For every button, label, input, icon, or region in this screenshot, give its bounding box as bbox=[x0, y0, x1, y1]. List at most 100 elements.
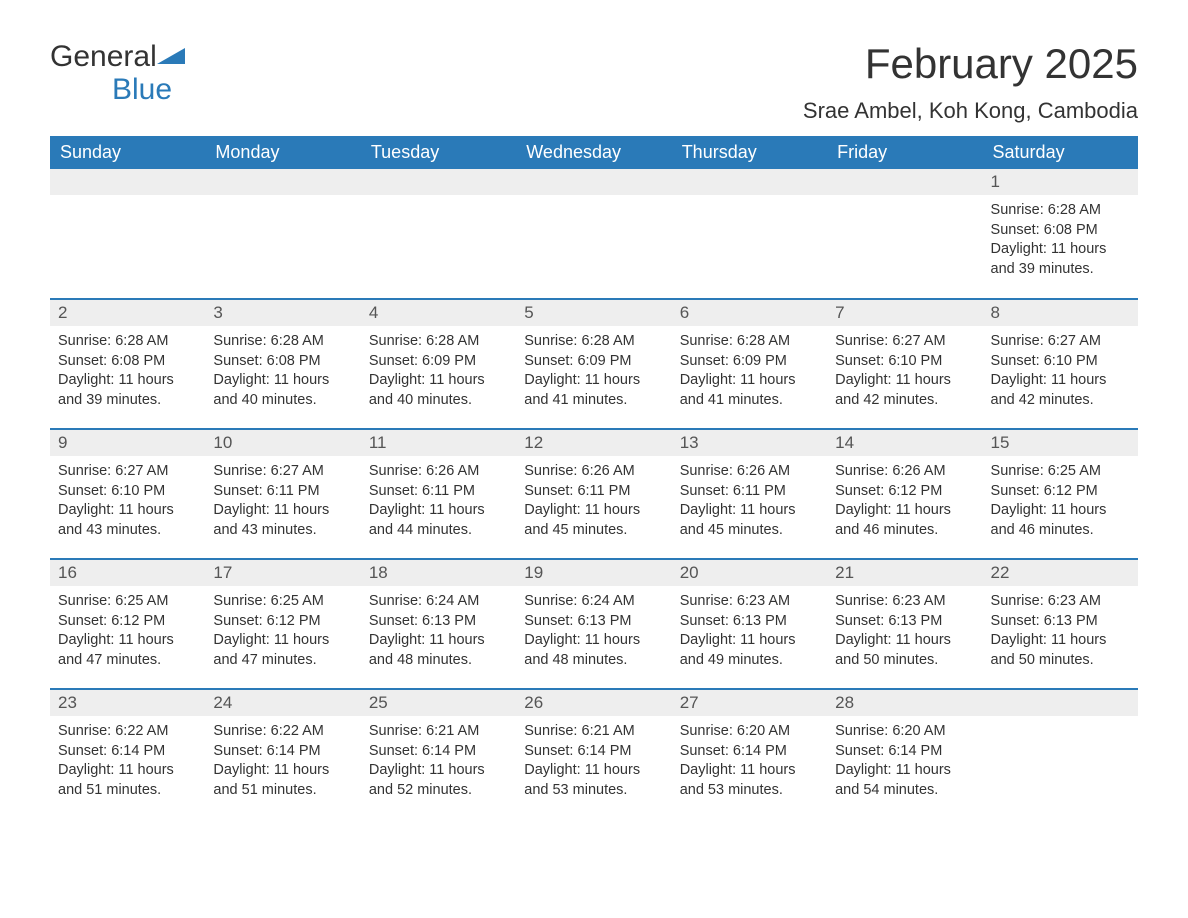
day-header: Wednesday bbox=[516, 136, 671, 169]
calendar-day-cell: 5Sunrise: 6:28 AMSunset: 6:09 PMDaylight… bbox=[516, 299, 671, 429]
sunset-line: Sunset: 6:14 PM bbox=[835, 742, 974, 762]
sunset-label: Sunset: bbox=[680, 743, 729, 759]
sunrise-line: Sunrise: 6:21 AM bbox=[369, 722, 508, 742]
sunset-value: 6:11 PM bbox=[422, 483, 475, 499]
sunrise-line: Sunrise: 6:28 AM bbox=[213, 332, 352, 352]
sunset-label: Sunset: bbox=[58, 613, 107, 629]
sunset-label: Sunset: bbox=[369, 743, 418, 759]
calendar-day-cell: 25Sunrise: 6:21 AMSunset: 6:14 PMDayligh… bbox=[361, 689, 516, 819]
day-details: Sunrise: 6:23 AMSunset: 6:13 PMDaylight:… bbox=[983, 586, 1138, 680]
calendar-table: Sunday Monday Tuesday Wednesday Thursday… bbox=[50, 136, 1138, 819]
sunset-label: Sunset: bbox=[369, 613, 418, 629]
sunset-label: Sunset: bbox=[213, 743, 262, 759]
daylight-line: Daylight: 11 hours and 39 minutes. bbox=[58, 371, 197, 410]
day-details: Sunrise: 6:22 AMSunset: 6:14 PMDaylight:… bbox=[50, 716, 205, 810]
sunset-line: Sunset: 6:11 PM bbox=[369, 482, 508, 502]
sunset-label: Sunset: bbox=[524, 613, 573, 629]
day-number: 13 bbox=[672, 430, 827, 456]
day-number: 20 bbox=[672, 560, 827, 586]
sunrise-label: Sunrise: bbox=[835, 333, 888, 349]
daylight-line: Daylight: 11 hours and 42 minutes. bbox=[835, 371, 974, 410]
sunrise-label: Sunrise: bbox=[991, 333, 1044, 349]
sunrise-value: 6:21 AM bbox=[426, 723, 479, 739]
sunrise-value: 6:26 AM bbox=[426, 463, 479, 479]
sunrise-line: Sunrise: 6:27 AM bbox=[835, 332, 974, 352]
day-details: Sunrise: 6:28 AMSunset: 6:09 PMDaylight:… bbox=[516, 326, 671, 420]
calendar-day-cell: 21Sunrise: 6:23 AMSunset: 6:13 PMDayligh… bbox=[827, 559, 982, 689]
day-header: Sunday bbox=[50, 136, 205, 169]
flag-icon bbox=[157, 46, 185, 66]
calendar-day-cell: 4Sunrise: 6:28 AMSunset: 6:09 PMDaylight… bbox=[361, 299, 516, 429]
calendar-day-cell: 11Sunrise: 6:26 AMSunset: 6:11 PMDayligh… bbox=[361, 429, 516, 559]
day-number: 22 bbox=[983, 560, 1138, 586]
sunrise-label: Sunrise: bbox=[58, 463, 111, 479]
daylight-line: Daylight: 11 hours and 46 minutes. bbox=[991, 501, 1130, 540]
daylight-line: Daylight: 11 hours and 41 minutes. bbox=[524, 371, 663, 410]
sunrise-value: 6:27 AM bbox=[271, 463, 324, 479]
sunrise-value: 6:28 AM bbox=[737, 333, 790, 349]
calendar-day-cell: 1Sunrise: 6:28 AMSunset: 6:08 PMDaylight… bbox=[983, 169, 1138, 299]
day-details: Sunrise: 6:27 AMSunset: 6:11 PMDaylight:… bbox=[205, 456, 360, 550]
sunset-line: Sunset: 6:09 PM bbox=[369, 352, 508, 372]
day-header: Saturday bbox=[983, 136, 1138, 169]
sunset-value: 6:09 PM bbox=[577, 353, 631, 369]
daylight-label: Daylight: bbox=[524, 502, 580, 518]
daylight-line: Daylight: 11 hours and 40 minutes. bbox=[213, 371, 352, 410]
sunset-line: Sunset: 6:10 PM bbox=[58, 482, 197, 502]
sunset-value: 6:11 PM bbox=[267, 483, 320, 499]
day-number: 3 bbox=[205, 300, 360, 326]
calendar-week-row: 23Sunrise: 6:22 AMSunset: 6:14 PMDayligh… bbox=[50, 689, 1138, 819]
calendar-day-cell: 28Sunrise: 6:20 AMSunset: 6:14 PMDayligh… bbox=[827, 689, 982, 819]
daylight-label: Daylight: bbox=[835, 762, 891, 778]
day-details: Sunrise: 6:23 AMSunset: 6:13 PMDaylight:… bbox=[827, 586, 982, 680]
sunrise-label: Sunrise: bbox=[213, 593, 266, 609]
sunrise-label: Sunrise: bbox=[369, 333, 422, 349]
sunset-value: 6:13 PM bbox=[1044, 613, 1098, 629]
day-number: 18 bbox=[361, 560, 516, 586]
calendar-day-cell bbox=[50, 169, 205, 299]
daylight-label: Daylight: bbox=[58, 762, 114, 778]
daylight-label: Daylight: bbox=[58, 372, 114, 388]
day-details: Sunrise: 6:20 AMSunset: 6:14 PMDaylight:… bbox=[672, 716, 827, 810]
daylight-label: Daylight: bbox=[991, 632, 1047, 648]
sunrise-label: Sunrise: bbox=[835, 723, 888, 739]
sunrise-line: Sunrise: 6:20 AM bbox=[835, 722, 974, 742]
daylight-line: Daylight: 11 hours and 51 minutes. bbox=[58, 761, 197, 800]
day-number: 14 bbox=[827, 430, 982, 456]
sunset-line: Sunset: 6:08 PM bbox=[58, 352, 197, 372]
sunset-label: Sunset: bbox=[213, 353, 262, 369]
day-details: Sunrise: 6:21 AMSunset: 6:14 PMDaylight:… bbox=[516, 716, 671, 810]
sunset-line: Sunset: 6:12 PM bbox=[58, 612, 197, 632]
calendar-day-cell: 13Sunrise: 6:26 AMSunset: 6:11 PMDayligh… bbox=[672, 429, 827, 559]
sunrise-value: 6:26 AM bbox=[582, 463, 635, 479]
sunset-value: 6:14 PM bbox=[577, 743, 631, 759]
day-number: 12 bbox=[516, 430, 671, 456]
daylight-label: Daylight: bbox=[58, 632, 114, 648]
day-details: Sunrise: 6:24 AMSunset: 6:13 PMDaylight:… bbox=[516, 586, 671, 680]
sunset-line: Sunset: 6:08 PM bbox=[213, 352, 352, 372]
day-number: 25 bbox=[361, 690, 516, 716]
calendar-day-cell: 18Sunrise: 6:24 AMSunset: 6:13 PMDayligh… bbox=[361, 559, 516, 689]
sunrise-value: 6:22 AM bbox=[115, 723, 168, 739]
sunset-value: 6:08 PM bbox=[111, 353, 165, 369]
page-title: February 2025 bbox=[803, 40, 1138, 88]
day-details: Sunrise: 6:28 AMSunset: 6:09 PMDaylight:… bbox=[672, 326, 827, 420]
sunset-line: Sunset: 6:13 PM bbox=[991, 612, 1130, 632]
calendar-day-cell: 9Sunrise: 6:27 AMSunset: 6:10 PMDaylight… bbox=[50, 429, 205, 559]
daylight-label: Daylight: bbox=[680, 762, 736, 778]
sunset-value: 6:13 PM bbox=[577, 613, 631, 629]
calendar-week-row: 1Sunrise: 6:28 AMSunset: 6:08 PMDaylight… bbox=[50, 169, 1138, 299]
sunrise-line: Sunrise: 6:27 AM bbox=[213, 462, 352, 482]
daylight-line: Daylight: 11 hours and 50 minutes. bbox=[991, 631, 1130, 670]
day-details: Sunrise: 6:24 AMSunset: 6:13 PMDaylight:… bbox=[361, 586, 516, 680]
daylight-line: Daylight: 11 hours and 42 minutes. bbox=[991, 371, 1130, 410]
sunrise-value: 6:28 AM bbox=[426, 333, 479, 349]
day-number: 2 bbox=[50, 300, 205, 326]
sunrise-line: Sunrise: 6:20 AM bbox=[680, 722, 819, 742]
brand-part1: General bbox=[50, 40, 157, 73]
sunset-value: 6:14 PM bbox=[111, 743, 165, 759]
sunrise-line: Sunrise: 6:28 AM bbox=[680, 332, 819, 352]
sunrise-label: Sunrise: bbox=[835, 593, 888, 609]
calendar-day-cell: 20Sunrise: 6:23 AMSunset: 6:13 PMDayligh… bbox=[672, 559, 827, 689]
sunrise-line: Sunrise: 6:26 AM bbox=[680, 462, 819, 482]
